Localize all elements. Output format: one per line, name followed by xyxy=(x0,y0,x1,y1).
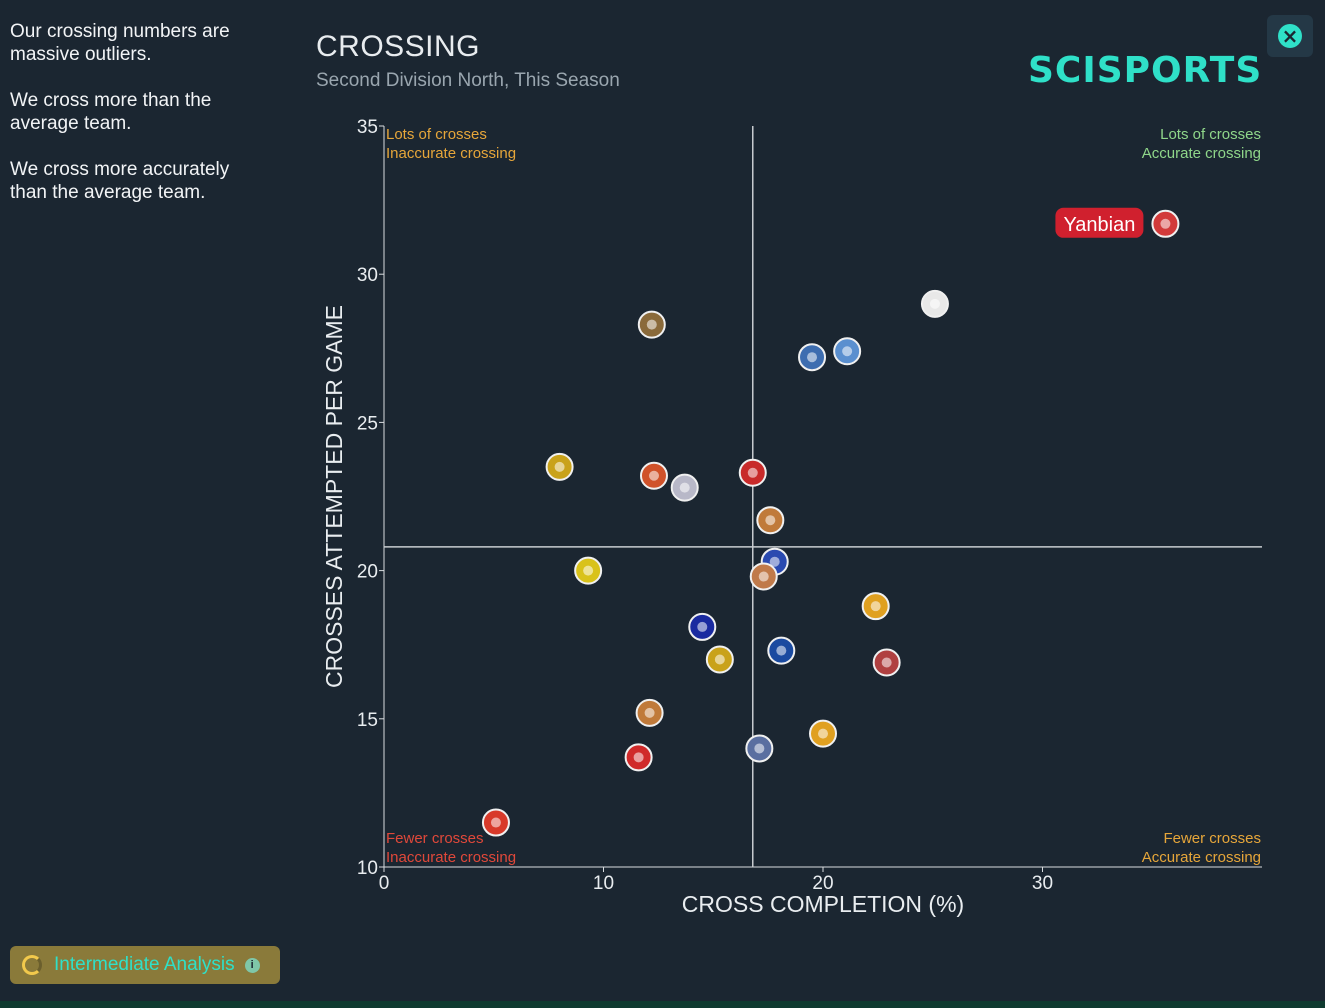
team-badge-emblem xyxy=(697,621,708,632)
team-badge-emblem xyxy=(714,654,725,665)
intermediate-analysis-button[interactable]: Intermediate Analysis i xyxy=(10,946,280,984)
team-badge-emblem xyxy=(679,482,690,493)
team-badge-emblem xyxy=(754,743,765,754)
analysis-label: Intermediate Analysis xyxy=(54,954,235,975)
y-tick-label: 30 xyxy=(357,265,378,286)
team-badge-emblem xyxy=(633,752,644,763)
team-badge-emblem xyxy=(554,461,565,472)
x-tick-label: 10 xyxy=(593,873,614,894)
progress-ring-icon xyxy=(22,955,42,975)
y-tick-label: 25 xyxy=(357,413,378,434)
team-badge-emblem xyxy=(758,571,769,582)
team-badge-emblem xyxy=(870,601,881,612)
scisports-logo: SCISPORTS xyxy=(1028,50,1263,91)
y-tick-label: 35 xyxy=(357,117,378,138)
highlight-label: Yanbian xyxy=(1063,214,1135,236)
team-badge-emblem xyxy=(646,319,657,330)
team-badge-emblem xyxy=(644,707,655,718)
team-badge-emblem xyxy=(881,657,892,668)
note-cross-volume: We cross more than the average team. xyxy=(10,90,212,134)
y-tick-label: 10 xyxy=(357,858,378,879)
chart-subtitle: Second Division North, This Season xyxy=(316,70,620,91)
team-badge-emblem xyxy=(490,817,501,828)
quadrant-bottom-right-line1: Fewer crosses xyxy=(1163,830,1261,847)
x-tick-label: 30 xyxy=(1032,873,1053,894)
quadrant-top-right-line2: Accurate crossing xyxy=(1142,145,1261,162)
info-icon[interactable]: i xyxy=(244,957,260,973)
quadrant-top-left-line1: Lots of crosses xyxy=(386,126,487,143)
team-badge-emblem xyxy=(776,645,787,656)
quadrant-bottom-left-line1: Fewer crosses xyxy=(386,830,484,847)
close-icon: × xyxy=(1278,24,1302,48)
team-badge-emblem xyxy=(818,728,828,739)
team-badge-emblem xyxy=(648,470,659,481)
team-badge-emblem xyxy=(1160,218,1171,229)
team-badge-emblem xyxy=(583,565,594,576)
quadrant-top-left-line2: Inaccurate crossing xyxy=(386,145,516,162)
quadrant-top-right-line1: Lots of crosses xyxy=(1160,126,1261,143)
quadrant-bottom-right-line2: Accurate crossing xyxy=(1142,849,1261,866)
team-badge-emblem xyxy=(765,515,776,526)
x-axis-label: CROSS COMPLETION (%) xyxy=(682,891,964,917)
bottom-bar xyxy=(0,1001,1325,1008)
summary-notes: Our crossing numbers are massive outlier… xyxy=(10,20,270,227)
chart-title: CROSSING xyxy=(316,30,481,63)
team-badge-emblem xyxy=(807,352,818,363)
close-button[interactable]: × xyxy=(1267,15,1313,57)
team-badge-emblem xyxy=(769,556,780,567)
y-tick-label: 15 xyxy=(357,710,378,731)
quadrant-bottom-left-line2: Inaccurate crossing xyxy=(386,849,516,866)
y-tick-label: 20 xyxy=(357,562,378,583)
team-badge-emblem xyxy=(747,467,758,478)
team-badge-emblem xyxy=(842,346,853,357)
x-tick-label: 20 xyxy=(812,873,833,894)
note-cross-accuracy: We cross more accurately than the averag… xyxy=(10,159,230,203)
y-axis-label: CROSSES ATTEMPTED PER GAME xyxy=(321,305,347,688)
x-tick-label: 0 xyxy=(379,873,390,894)
note-outliers: Our crossing numbers are massive outlier… xyxy=(10,21,230,65)
highlight-label-bg xyxy=(1055,207,1144,238)
team-badge-emblem xyxy=(929,298,940,309)
